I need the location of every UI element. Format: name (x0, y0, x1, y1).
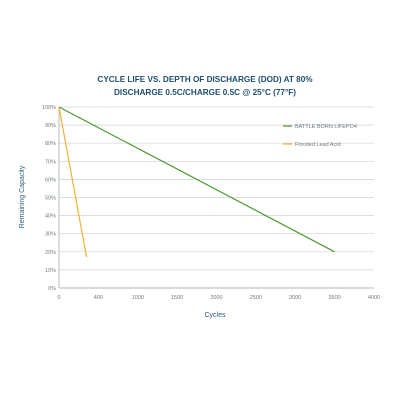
x-tick-label: 3500 (329, 295, 341, 301)
y-tick-label: 30% (45, 232, 56, 238)
series-lines (58, 106, 335, 258)
y-tick-label: 60% (45, 177, 56, 183)
x-tick-label: 1500 (171, 295, 183, 301)
x-tick-label: 2000 (210, 295, 222, 301)
x-tick-label: 4000 (368, 295, 380, 301)
x-tick-label: 400 (94, 295, 103, 301)
legend-label-1: Flooded Lead Acid (295, 142, 341, 148)
chart-title-line-1: CYCLE LIFE VS. DEPTH OF DISCHARGE (DOD) … (97, 75, 313, 84)
series-line-0 (58, 106, 335, 253)
y-tick-label: 70% (45, 159, 56, 165)
y-tick-label: 50% (45, 196, 56, 202)
x-axis-label: Cycles (204, 312, 226, 319)
y-tick-label: 80% (45, 141, 56, 147)
x-tick-label: 0 (57, 295, 60, 301)
x-tick-labels: 0 400 1000 1500 2000 2500 3000 3500 4000 (57, 295, 380, 301)
x-tick-label: 3000 (289, 295, 301, 301)
legend: BATTLE BORN LIFEPO4 Flooded Lead Acid (283, 124, 357, 148)
x-tick-label: 1000 (132, 295, 144, 301)
y-tick-labels: 0% 10% 20% 30% 40% 50% 60% 70% 80% 90% 100% (42, 105, 56, 292)
chart-title-line-2: DISCHARGE 0.5C/CHARGE 0.5C @ 25°C (77°F) (114, 88, 296, 97)
y-tick-label: 0% (48, 286, 56, 292)
y-tick-label: 20% (45, 250, 56, 256)
grid-lines (58, 106, 374, 289)
y-tick-label: 90% (45, 123, 56, 129)
legend-label-0: BATTLE BORN LIFEPO4 (295, 124, 357, 130)
y-tick-label: 100% (42, 105, 56, 111)
y-tick-label: 40% (45, 214, 56, 220)
x-tick-label: 2500 (250, 295, 262, 301)
y-tick-label: 10% (45, 268, 56, 274)
y-axis-label: Remaining Capacity (19, 165, 26, 228)
series-line-1 (58, 106, 88, 258)
